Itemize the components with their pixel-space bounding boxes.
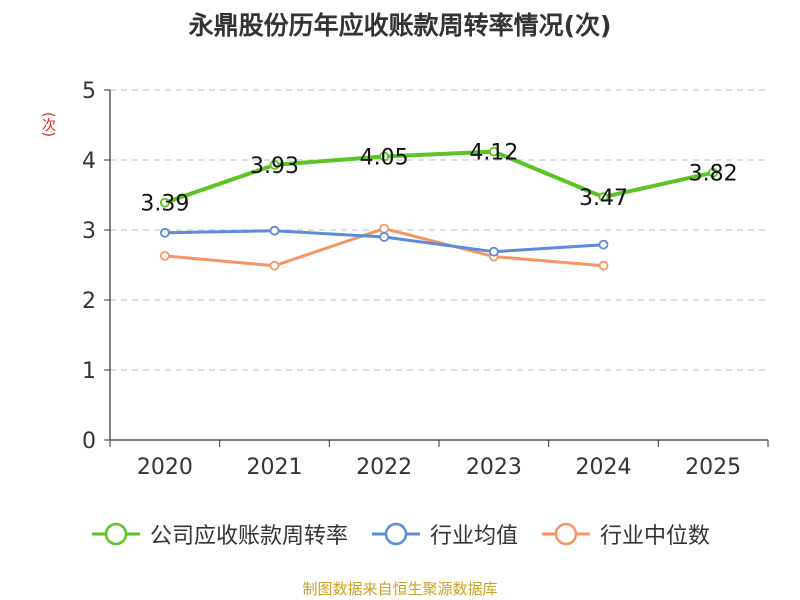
y-axis-label: (次) xyxy=(40,112,56,137)
data-point xyxy=(379,151,390,162)
data-point xyxy=(379,223,390,234)
data-label: 4.12 xyxy=(469,141,518,166)
legend-label: 行业均值 xyxy=(429,524,518,549)
chart-legend: 公司应收账款周转率 行业均值 行业中位数 xyxy=(0,518,800,550)
series-line xyxy=(164,149,714,205)
legend-swatch xyxy=(371,522,420,546)
y-tick-label: 4 xyxy=(82,149,96,174)
legend-swatch xyxy=(542,522,590,546)
data-point xyxy=(488,146,499,157)
data-point xyxy=(598,239,609,250)
y-tick-label: 3 xyxy=(82,219,96,244)
legend-item[interactable]: 行业中位数 xyxy=(540,518,710,550)
y-tick-label: 0 xyxy=(82,429,96,454)
data-point xyxy=(159,227,170,238)
legend-label: 行业中位数 xyxy=(600,524,711,549)
y-tick-label: 2 xyxy=(82,289,96,314)
data-point xyxy=(598,192,609,203)
legend-swatch xyxy=(91,522,140,546)
data-label: 3.39 xyxy=(140,192,189,217)
chart-title: 永鼎股份历年应收账款周转率情况(次) xyxy=(188,11,612,40)
legend-item[interactable]: 行业均值 xyxy=(370,518,518,550)
x-tick-label: 2025 xyxy=(685,455,741,480)
data-label: 3.47 xyxy=(579,186,628,211)
legend-item[interactable]: 公司应收账款周转率 xyxy=(90,518,348,550)
data-point xyxy=(159,197,170,208)
data-point xyxy=(488,246,499,257)
data-point xyxy=(159,250,170,261)
data-label: 4.05 xyxy=(360,146,409,171)
y-tick-label: 1 xyxy=(82,359,96,384)
x-tick-label: 2020 xyxy=(137,455,193,480)
data-point xyxy=(379,232,390,242)
x-tick-label: 2022 xyxy=(356,455,412,480)
data-label: 3.93 xyxy=(250,154,299,179)
x-tick-label: 2023 xyxy=(466,455,522,480)
x-tick-label: 2021 xyxy=(247,455,303,480)
data-point xyxy=(708,167,719,178)
x-tick-label: 2024 xyxy=(576,455,632,480)
data-point xyxy=(598,260,609,271)
data-point xyxy=(269,260,280,271)
y-tick-label: 5 xyxy=(82,79,96,104)
data-point xyxy=(269,225,280,236)
data-label: 3.82 xyxy=(689,162,738,187)
data-source-note: 制图数据来自恒生聚源数据库 xyxy=(302,580,498,598)
legend-label: 公司应收账款周转率 xyxy=(149,524,348,549)
data-point xyxy=(269,159,280,170)
